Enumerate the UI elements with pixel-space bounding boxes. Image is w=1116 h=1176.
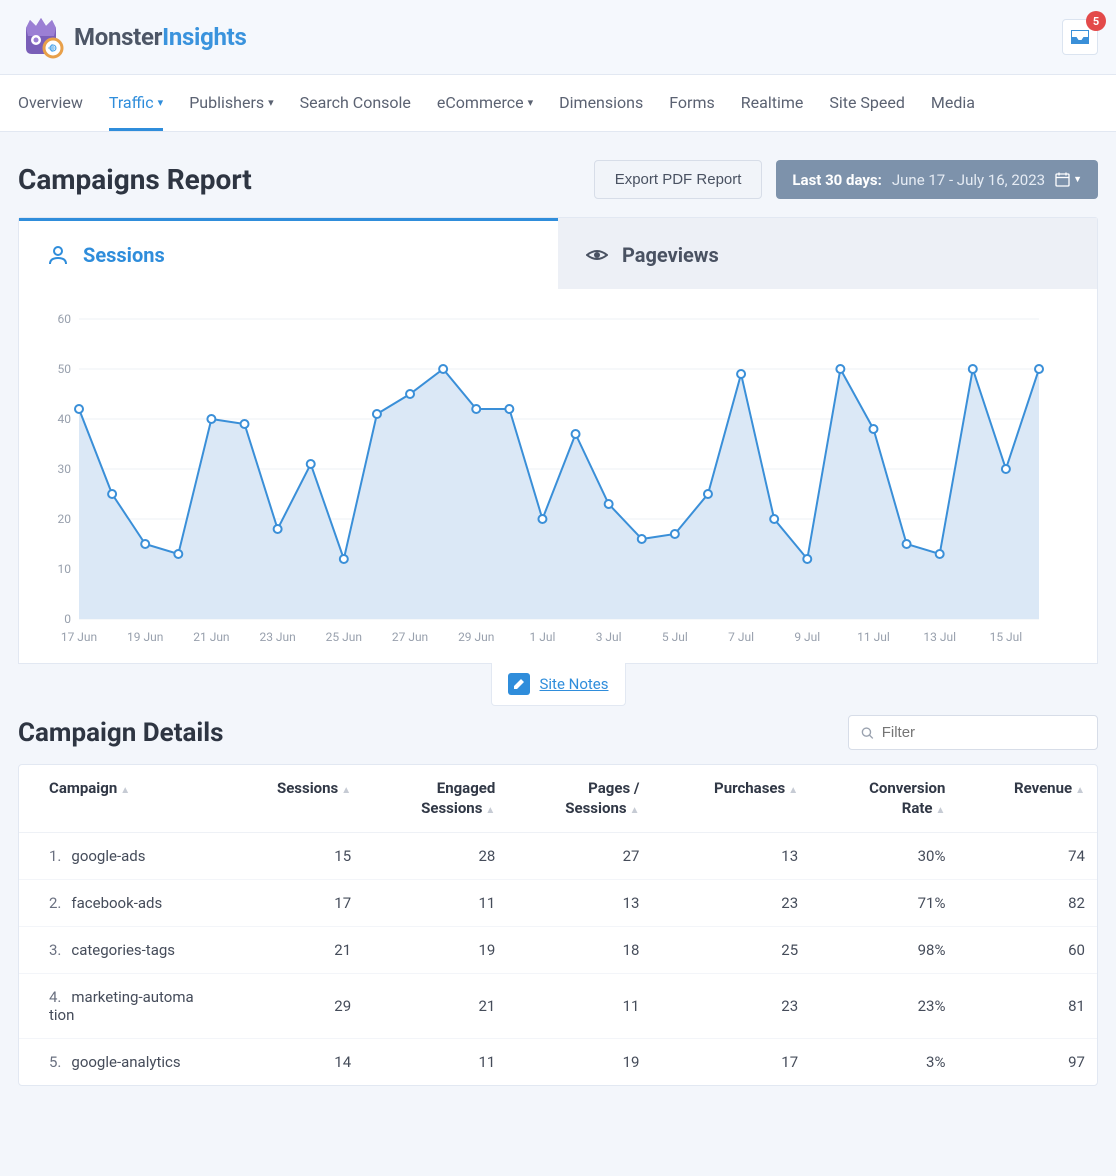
inbox-icon [1071,30,1089,44]
filter-input-wrap[interactable] [848,715,1098,750]
chart-area: 0 10 20 30 40 50 60 17 Jun 19 Jun 21 Jun 23 Jun 25 … [19,289,1097,663]
export-pdf-button[interactable]: Export PDF Report [594,160,763,199]
nav-tab-search-console[interactable]: Search Console [300,75,411,131]
chart-card: SessionsPageviews 0 10 20 30 40 50 60 17 Jun 19 … [18,217,1098,664]
date-range-picker[interactable]: Last 30 days: June 17 - July 16, 2023 ▼ [776,160,1098,199]
table-row[interactable]: 2.facebook-ads 171113 2371%82 [19,880,1097,927]
nav-tab-forms[interactable]: Forms [669,75,715,131]
chevron-down-icon: ▾ [158,96,164,109]
logo-text: MonsterInsights [74,23,246,51]
logo: MonsterInsights [18,14,246,60]
date-range: June 17 - July 16, 2023 [892,171,1045,189]
svg-text:21 Jun: 21 Jun [193,630,229,644]
col-sessions[interactable]: Sessions▲ [219,765,363,833]
campaign-table: Campaign▲Sessions▲EngagedSessions▲Pages … [19,765,1097,1085]
nav-tab-traffic[interactable]: Traffic▾ [109,75,163,131]
details-header: Campaign Details [0,707,1116,764]
svg-text:13 Jul: 13 Jul [923,630,956,644]
nav-tab-publishers[interactable]: Publishers▾ [189,75,273,131]
topbar: MonsterInsights 5 [0,0,1116,75]
site-notes-button[interactable]: Site Notes [491,663,626,706]
svg-text:50: 50 [58,362,72,376]
pencil-icon [508,673,530,695]
page-header: Campaigns Report Export PDF Report Last … [0,132,1116,217]
svg-text:0: 0 [64,612,71,626]
svg-text:15 Jul: 15 Jul [990,630,1023,644]
nav-tab-ecommerce[interactable]: eCommerce▾ [437,75,533,131]
page-title: Campaigns Report [18,163,252,196]
nav-tab-dimensions[interactable]: Dimensions [559,75,643,131]
svg-text:30: 30 [58,462,72,476]
site-notes-label: Site Notes [540,675,609,693]
inbox-wrap: 5 [1062,19,1098,55]
sessions-chart: 0 10 20 30 40 50 60 17 Jun 19 Jun 21 Jun 23 Jun 25 … [39,309,1059,649]
nav-tabs: Overview Traffic▾ Publishers▾ Search Consol… [0,75,1116,132]
svg-text:23 Jun: 23 Jun [259,630,295,644]
campaign-table-card: Campaign▲Sessions▲EngagedSessions▲Pages … [18,764,1098,1086]
table-row[interactable]: 5.google-analytics 141119 173%97 [19,1039,1097,1086]
col-campaign[interactable]: Campaign▲ [19,765,219,833]
svg-text:10: 10 [58,562,72,576]
filter-input[interactable] [882,724,1085,741]
svg-text:11 Jul: 11 Jul [857,630,890,644]
svg-text:27 Jun: 27 Jun [392,630,428,644]
notification-badge: 5 [1086,11,1106,31]
logo-text-1: Monster [74,23,162,51]
svg-text:19 Jun: 19 Jun [127,630,163,644]
search-icon [861,726,874,740]
calendar-icon: ▼ [1055,172,1082,187]
svg-text:3 Jul: 3 Jul [596,630,622,644]
table-row[interactable]: 1.google-ads 152827 1330%74 [19,833,1097,880]
header-actions: Export PDF Report Last 30 days: June 17 … [594,160,1098,199]
chevron-down-icon: ▾ [268,96,274,109]
logo-icon [18,14,64,60]
table-body: 1.google-ads 152827 1330%74 2.facebook-a… [19,833,1097,1086]
svg-text:17 Jun: 17 Jun [61,630,97,644]
table-row[interactable]: 4.marketing-automation 292111 2323%81 [19,974,1097,1039]
details-title: Campaign Details [18,718,224,748]
chart-tab-pageviews[interactable]: Pageviews [558,218,1097,289]
col-pages-sessions[interactable]: Pages /Sessions▲ [507,765,651,833]
col-revenue[interactable]: Revenue▲ [957,765,1097,833]
col-purchases[interactable]: Purchases▲ [651,765,810,833]
svg-text:9 Jul: 9 Jul [794,630,820,644]
svg-text:20: 20 [58,512,72,526]
svg-text:5 Jul: 5 Jul [662,630,688,644]
chevron-down-icon: ▾ [528,96,534,109]
table-header-row: Campaign▲Sessions▲EngagedSessions▲Pages … [19,765,1097,833]
site-notes-wrap: Site Notes [18,663,1098,706]
svg-text:1 Jul: 1 Jul [530,630,556,644]
nav-tab-site-speed[interactable]: Site Speed [829,75,905,131]
svg-text:29 Jun: 29 Jun [458,630,494,644]
logo-text-2: Insights [162,23,246,51]
svg-text:40: 40 [58,412,72,426]
nav-tab-realtime[interactable]: Realtime [741,75,804,131]
svg-text:25 Jun: 25 Jun [326,630,362,644]
date-label: Last 30 days: [792,171,881,189]
svg-text:7 Jul: 7 Jul [728,630,754,644]
svg-text:60: 60 [58,312,72,326]
chart-tabs: SessionsPageviews [19,218,1097,289]
nav-tab-media[interactable]: Media [931,75,975,131]
col-conversion-rate[interactable]: ConversionRate▲ [810,765,957,833]
col-engaged-sessions[interactable]: EngagedSessions▲ [363,765,507,833]
nav-tab-overview[interactable]: Overview [18,75,83,131]
table-row[interactable]: 3.categories-tags 211918 2598%60 [19,927,1097,974]
chart-tab-sessions[interactable]: Sessions [19,218,558,289]
